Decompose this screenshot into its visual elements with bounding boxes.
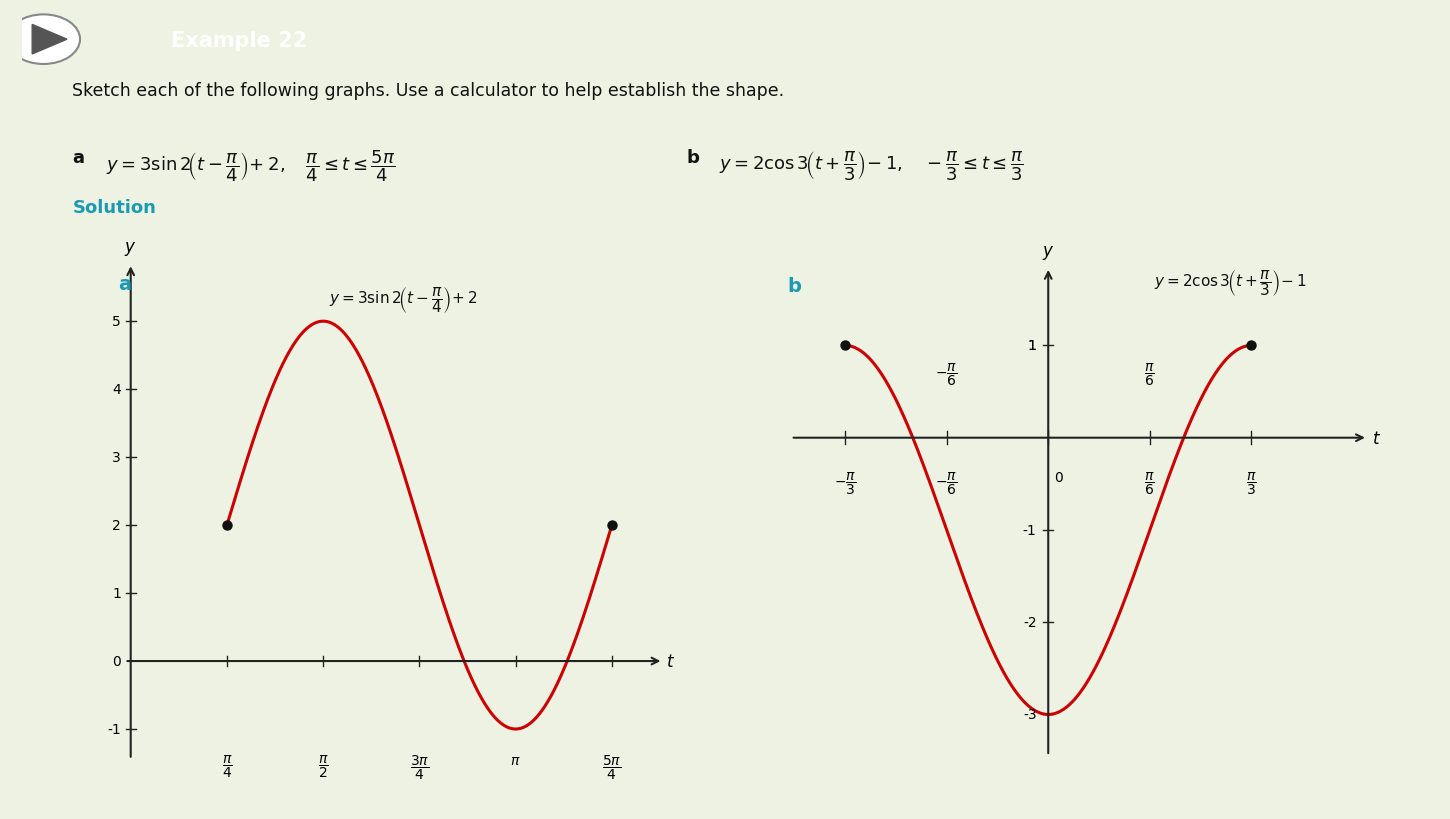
- Text: 5: 5: [112, 314, 120, 328]
- Text: $\dfrac{\pi}{6}$: $\dfrac{\pi}{6}$: [1144, 361, 1156, 387]
- Polygon shape: [32, 25, 67, 55]
- Text: -1: -1: [1022, 523, 1037, 537]
- Text: 3: 3: [112, 450, 120, 464]
- Text: $y = 3\sin 2\!\left(t - \dfrac{\pi}{4}\right)\!+2$: $y = 3\sin 2\!\left(t - \dfrac{\pi}{4}\r…: [329, 284, 477, 314]
- Text: 2: 2: [112, 518, 120, 532]
- Text: 1: 1: [1028, 339, 1037, 353]
- Text: -2: -2: [1022, 615, 1037, 630]
- Text: Sketch each of the following graphs. Use a calculator to help establish the shap: Sketch each of the following graphs. Use…: [72, 82, 784, 99]
- Text: Solution: Solution: [72, 199, 157, 217]
- Text: $\dfrac{\pi}{6}$: $\dfrac{\pi}{6}$: [1144, 470, 1156, 496]
- Text: $\mathbf{a}$: $\mathbf{a}$: [72, 148, 86, 166]
- Text: $\dfrac{3\pi}{4}$: $\dfrac{3\pi}{4}$: [410, 753, 429, 781]
- Text: $-\dfrac{\pi}{3}$: $-\dfrac{\pi}{3}$: [834, 470, 857, 496]
- Text: $\dfrac{5\pi}{4}$: $\dfrac{5\pi}{4}$: [602, 753, 622, 781]
- Text: $t$: $t$: [666, 652, 674, 670]
- Text: $\mathbf{b}$: $\mathbf{b}$: [686, 148, 700, 166]
- Text: $y = 2\cos 3\!\left(t + \dfrac{\pi}{3}\right)\!-1,\quad-\dfrac{\pi}{3} \leq t \l: $y = 2\cos 3\!\left(t + \dfrac{\pi}{3}\r…: [719, 148, 1024, 181]
- Text: 1: 1: [112, 586, 120, 600]
- Text: $t$: $t$: [1372, 429, 1380, 447]
- Text: $\dfrac{\pi}{4}$: $\dfrac{\pi}{4}$: [222, 753, 232, 779]
- Text: $\mathbf{a}$: $\mathbf{a}$: [119, 274, 132, 293]
- Text: 0: 0: [1054, 470, 1063, 484]
- Text: $\mathbf{b}$: $\mathbf{b}$: [787, 277, 802, 296]
- Text: $\dfrac{\pi}{3}$: $\dfrac{\pi}{3}$: [1246, 470, 1257, 496]
- Text: -1: -1: [107, 722, 120, 736]
- Text: $\dfrac{\pi}{2}$: $\dfrac{\pi}{2}$: [318, 753, 329, 779]
- Text: 4: 4: [112, 382, 120, 396]
- Text: 1: 1: [1028, 339, 1037, 353]
- Text: $y$: $y$: [1043, 243, 1054, 261]
- Text: 0: 0: [112, 654, 120, 668]
- Text: $-\dfrac{\pi}{6}$: $-\dfrac{\pi}{6}$: [935, 470, 958, 496]
- Text: $-\dfrac{\pi}{6}$: $-\dfrac{\pi}{6}$: [935, 361, 958, 387]
- Text: $y = 3\sin 2\!\left(t - \dfrac{\pi}{4}\right)\!+2,\quad\dfrac{\pi}{4} \leq t \le: $y = 3\sin 2\!\left(t - \dfrac{\pi}{4}\r…: [106, 148, 396, 184]
- Text: $\pi$: $\pi$: [510, 753, 521, 767]
- Text: Example 22: Example 22: [171, 30, 307, 51]
- Text: -3: -3: [1022, 708, 1037, 722]
- Text: $y = 2\cos 3\!\left(t + \dfrac{\pi}{3}\right)\!-1$: $y = 2\cos 3\!\left(t + \dfrac{\pi}{3}\r…: [1154, 268, 1306, 297]
- Circle shape: [7, 16, 80, 65]
- Text: $y$: $y$: [125, 239, 136, 257]
